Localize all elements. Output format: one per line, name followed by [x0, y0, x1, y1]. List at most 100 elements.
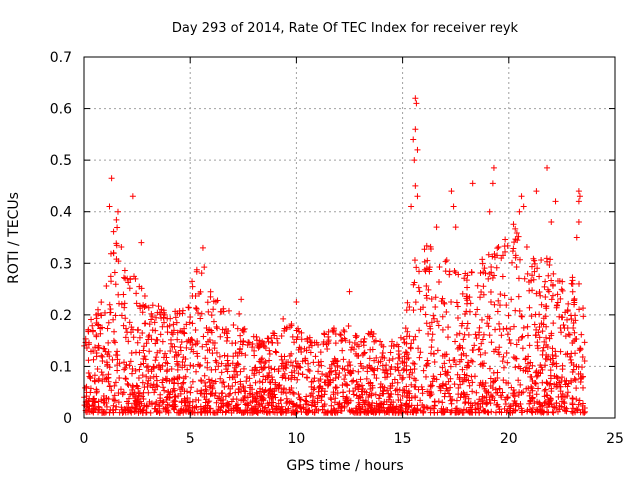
- data-point: [368, 390, 375, 397]
- data-point: [117, 386, 124, 393]
- data-point: [105, 319, 112, 326]
- data-point: [270, 399, 277, 406]
- data-point: [294, 360, 301, 367]
- data-point: [558, 403, 565, 410]
- data-point: [111, 328, 118, 335]
- data-point: [189, 283, 196, 290]
- data-point: [128, 350, 135, 357]
- data-point: [410, 360, 417, 367]
- data-point: [141, 353, 148, 360]
- data-point: [478, 288, 485, 295]
- data-point: [388, 363, 395, 370]
- data-point: [401, 365, 408, 372]
- data-point: [432, 303, 439, 310]
- data-point: [420, 408, 427, 415]
- data-point: [90, 356, 97, 363]
- data-point: [533, 391, 540, 398]
- data-point: [148, 310, 155, 317]
- data-point: [323, 341, 330, 348]
- data-point: [99, 371, 106, 378]
- data-point: [515, 337, 522, 344]
- data-point: [207, 288, 214, 295]
- data-point: [476, 329, 483, 336]
- data-point: [341, 403, 348, 410]
- data-point: [561, 394, 568, 401]
- data-point: [573, 405, 580, 412]
- data-point: [243, 373, 250, 380]
- data-point: [556, 277, 563, 284]
- data-point: [459, 345, 466, 352]
- data-point: [565, 331, 572, 338]
- data-point: [139, 379, 146, 386]
- data-point: [113, 216, 120, 223]
- data-point: [253, 409, 260, 416]
- data-point: [493, 389, 500, 396]
- data-point: [504, 394, 511, 401]
- data-point: [408, 381, 415, 388]
- data-point: [416, 327, 423, 334]
- data-point: [232, 389, 239, 396]
- data-point: [95, 377, 102, 384]
- data-point: [387, 349, 394, 356]
- data-point: [475, 405, 482, 412]
- data-point: [103, 399, 110, 406]
- data-point: [464, 293, 471, 300]
- data-point: [121, 304, 128, 311]
- data-point: [367, 346, 374, 353]
- data-point: [534, 345, 541, 352]
- data-point: [480, 331, 487, 338]
- data-point: [130, 334, 137, 341]
- data-point: [356, 393, 363, 400]
- data-point: [487, 375, 494, 382]
- data-point: [311, 409, 318, 416]
- data-point: [328, 361, 335, 368]
- data-point: [473, 335, 480, 342]
- data-point: [553, 302, 560, 309]
- data-point: [262, 358, 269, 365]
- data-point: [446, 390, 453, 397]
- data-point: [254, 390, 261, 397]
- data-point: [391, 376, 398, 383]
- data-point: [508, 296, 515, 303]
- data-point: [139, 372, 146, 379]
- data-point: [296, 363, 303, 370]
- data-point: [220, 308, 227, 315]
- data-point: [346, 288, 353, 295]
- data-point: [482, 380, 489, 387]
- data-point: [162, 359, 169, 366]
- data-point: [278, 403, 285, 410]
- data-point: [208, 366, 215, 373]
- data-point: [457, 381, 464, 388]
- data-point: [413, 100, 420, 107]
- data-point: [120, 274, 127, 281]
- data-point: [528, 313, 535, 320]
- data-point: [514, 237, 521, 244]
- data-point: [126, 285, 133, 292]
- data-point: [403, 307, 410, 314]
- data-point: [354, 409, 361, 416]
- data-point: [355, 368, 362, 375]
- data-point: [465, 359, 472, 366]
- data-point: [533, 406, 540, 413]
- data-point: [234, 401, 241, 408]
- data-point: [249, 367, 256, 374]
- data-point: [160, 354, 167, 361]
- x-tick-label: 20: [500, 431, 518, 447]
- data-point: [480, 291, 487, 298]
- data-point: [232, 379, 239, 386]
- data-point: [264, 372, 271, 379]
- data-point: [433, 224, 440, 231]
- data-point: [253, 398, 260, 405]
- data-point: [494, 308, 501, 315]
- data-point: [269, 339, 276, 346]
- data-point: [238, 409, 245, 416]
- data-point: [345, 323, 352, 330]
- data-point: [339, 382, 346, 389]
- data-point: [576, 193, 583, 200]
- data-point: [478, 340, 485, 347]
- data-point: [236, 346, 243, 353]
- data-point: [540, 408, 547, 415]
- data-point: [268, 365, 275, 372]
- data-point: [140, 302, 147, 309]
- data-point: [331, 327, 338, 334]
